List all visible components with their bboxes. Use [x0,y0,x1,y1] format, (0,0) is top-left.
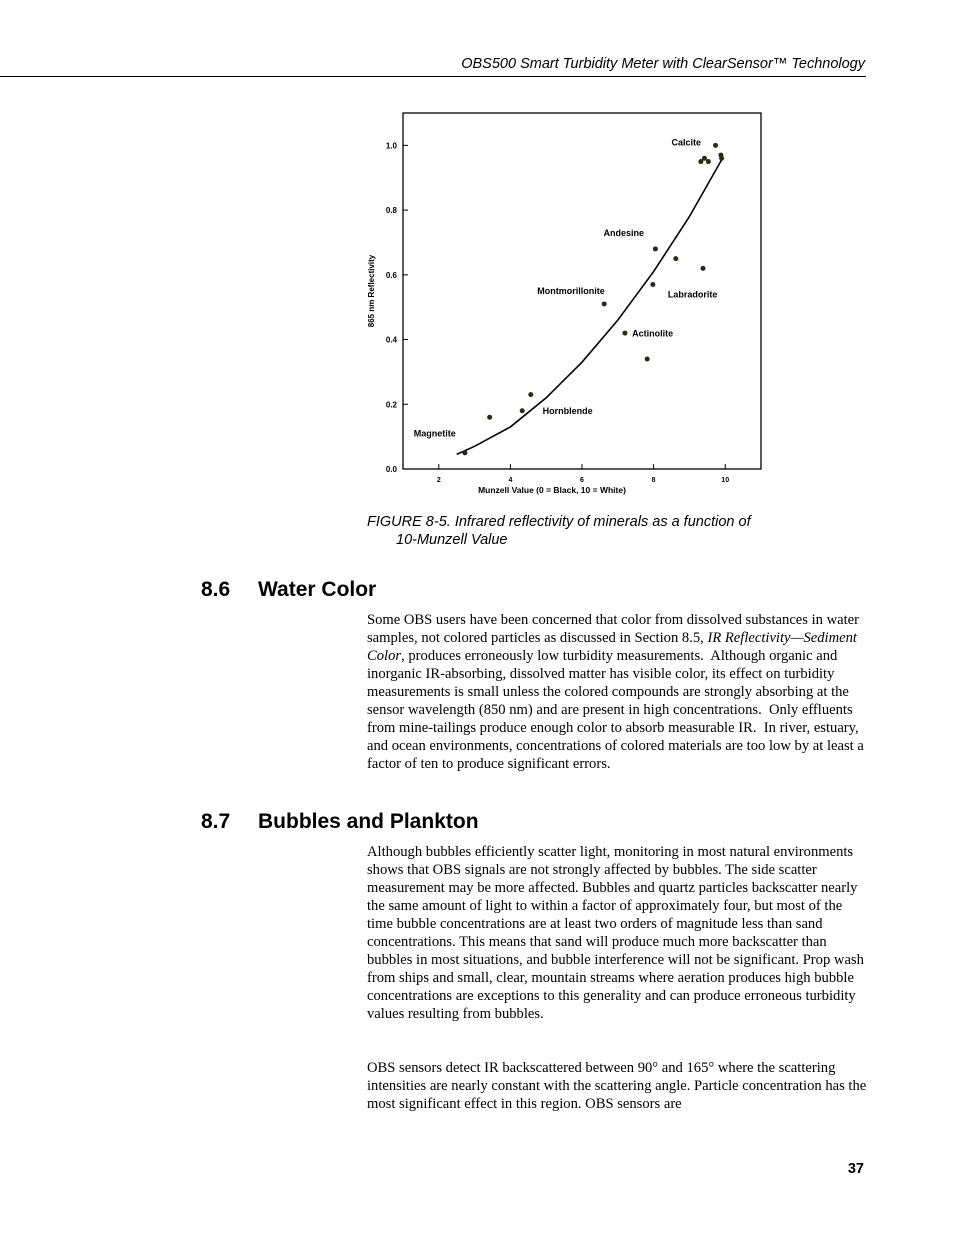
y-tick-label: 0.6 [386,271,398,280]
data-point [701,155,707,161]
data-point [519,408,525,414]
mineral-label: Labradorite [668,289,718,299]
data-point [462,450,468,456]
x-tick-label: 2 [437,477,441,484]
x-tick-label: 10 [721,477,729,484]
y-tick-label: 0.4 [386,336,398,345]
data-point [719,155,725,161]
data-point [698,159,704,165]
data-point [622,330,628,336]
data-point [652,246,658,252]
data-point [650,282,656,288]
y-tick-label: 0.0 [386,465,398,474]
data-point [705,159,711,165]
mineral-label: Actinolite [632,328,673,338]
mineral-label: Magnetite [414,429,456,439]
x-tick-label: 4 [508,477,512,484]
data-point [700,265,706,271]
header-rule [0,76,866,77]
x-axis-label: Munzell Value (0 = Black, 10 = White) [478,485,626,495]
caption-line-2: 10-Munzell Value [396,532,508,548]
figure-caption: FIGURE 8-5. Infrared reflectivity of min… [367,513,751,549]
x-tick-label: 8 [652,477,656,484]
fit-curve [456,159,723,456]
section-heading-8-6: 8.6 Water Color [201,578,377,601]
mineral-label: Montmorillonite [537,286,605,296]
data-point [673,256,679,262]
running-header: OBS500 Smart Turbidity Meter with ClearS… [461,56,865,72]
page-number: 37 [847,1161,864,1177]
y-tick-label: 1.0 [386,141,398,150]
data-point [487,414,493,420]
y-tick-label: 0.2 [386,400,398,409]
y-axis-label: 865 nm Reflectivity [367,254,376,327]
reflectivity-chart: 0.0 0.2 0.4 0.6 0.8 1.0 2 4 6 8 10 Munzell Value (0… [367,112,762,495]
data-point [644,356,650,362]
y-tick-label: 0.8 [386,206,398,215]
data-point [528,392,534,398]
mineral-label: Calcite [672,137,702,147]
water-color-paragraph: Some OBS users have been concerned that … [367,612,864,772]
bubbles-paragraph-2: OBS sensors detect IR backscattered betw… [367,1060,867,1112]
section-heading-8-7: 8.7 Bubbles and Plankton [201,810,479,833]
data-point [713,142,719,148]
data-point [601,301,607,307]
mineral-label: Andesine [603,228,644,238]
mineral-label: Hornblende [543,406,593,416]
x-tick-label: 6 [580,477,584,484]
bubbles-paragraph-1: Although bubbles efficiently scatter lig… [367,844,864,1022]
caption-line-1: FIGURE 8-5. Infrared reflectivity of min… [367,514,751,530]
